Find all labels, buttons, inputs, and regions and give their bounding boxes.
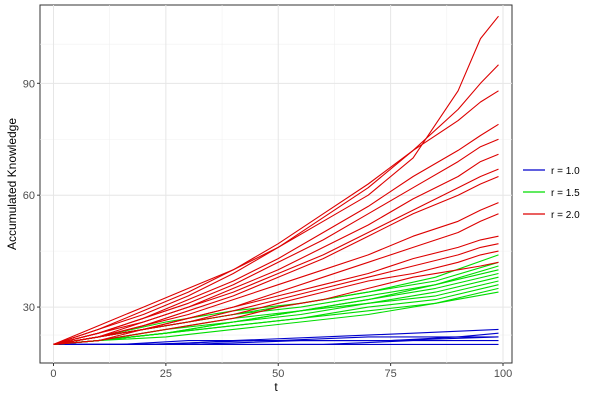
x-axis-title: t bbox=[274, 380, 278, 394]
y-tick-label: 30 bbox=[23, 302, 35, 314]
series-line-2-8 bbox=[53, 202, 499, 345]
legend-label: r = 1.5 bbox=[551, 188, 580, 199]
x-tick-label: 75 bbox=[385, 368, 397, 380]
series-line-2-6 bbox=[53, 168, 499, 345]
legend-label: r = 1.0 bbox=[551, 166, 580, 177]
series-layer bbox=[53, 15, 499, 345]
series-line-1-9 bbox=[53, 265, 499, 345]
series-line-2-11 bbox=[53, 243, 499, 345]
y-tick-label: 60 bbox=[23, 190, 35, 202]
y-tick-label: 90 bbox=[23, 78, 35, 90]
y-axis-title: Accumulated Knowledge bbox=[5, 118, 19, 250]
y-axis: 30 60 90 bbox=[23, 78, 40, 314]
legend-label: r = 2.0 bbox=[551, 210, 580, 221]
series-line-2-5 bbox=[53, 153, 499, 345]
series-line-2-13 bbox=[53, 261, 499, 345]
x-tick-label: 0 bbox=[50, 368, 56, 380]
x-tick-label: 100 bbox=[494, 368, 512, 380]
x-tick-label: 25 bbox=[160, 368, 172, 380]
grid-layer bbox=[40, 5, 512, 363]
series-line-2-2 bbox=[53, 90, 499, 345]
x-axis: 0 25 50 75 100 bbox=[50, 363, 512, 380]
series-line-1-8 bbox=[53, 291, 499, 345]
x-tick-label: 50 bbox=[272, 368, 284, 380]
series-line-2-0 bbox=[53, 15, 499, 345]
series-line-2-12 bbox=[53, 250, 499, 345]
series-line-2-4 bbox=[53, 138, 499, 345]
legend: r = 1.0 r = 1.5 r = 2.0 bbox=[523, 166, 580, 221]
series-line-2-1 bbox=[53, 64, 499, 345]
